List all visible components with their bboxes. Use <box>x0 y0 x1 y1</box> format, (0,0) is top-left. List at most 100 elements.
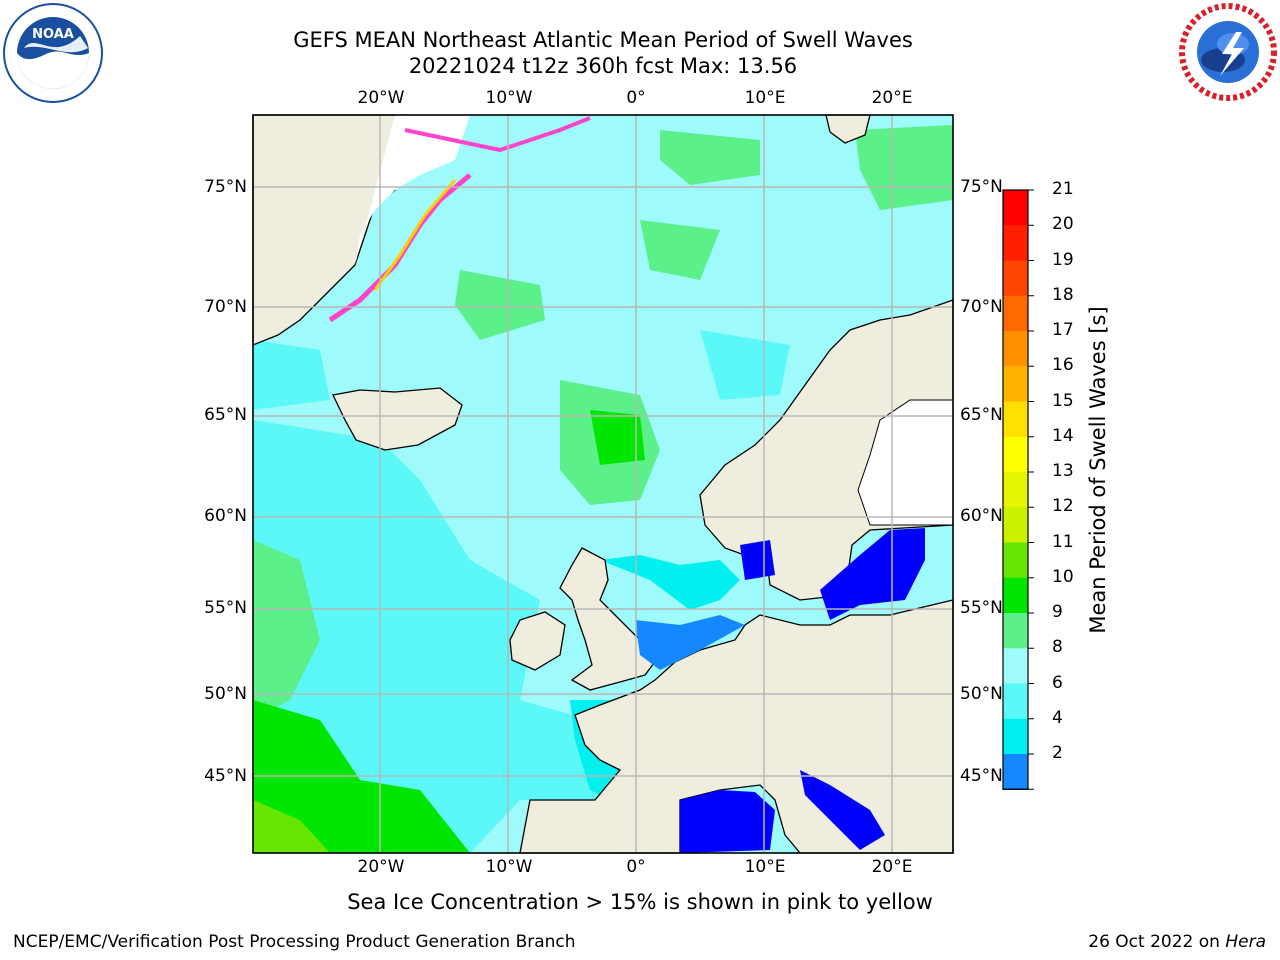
colorbar-bin-9 <box>1003 507 1028 543</box>
lon-tick-bottom-0: 0° <box>626 857 646 877</box>
sea-ice-note: Sea Ice Concentration > 15% is shown in … <box>347 890 933 914</box>
colorbar-bin-10 <box>1003 542 1028 579</box>
sea-patch-0 <box>253 420 620 853</box>
colorbar-bin-2 <box>1003 260 1028 297</box>
lat-tick-right-50n: 50°N <box>960 684 1003 704</box>
footer-date-text: 26 Oct 2022 on <box>1088 932 1226 952</box>
colorbar-bin-12 <box>1003 613 1028 649</box>
lat-tick-right-60n: 60°N <box>960 506 1003 526</box>
footer-machine: Hera <box>1225 932 1266 952</box>
sea-patch-3 <box>253 800 330 853</box>
great-britain-land <box>559 547 661 691</box>
sea-patch-12 <box>253 340 330 410</box>
iceland-land <box>332 387 463 451</box>
lon-tick-bottom-20e: 20°E <box>871 857 913 877</box>
low-period-patches <box>635 528 925 853</box>
lat-tick-left-50n: 50°N <box>204 684 247 704</box>
lat-tick-right-75n: 75°N <box>960 177 1003 197</box>
lat-tick-left-70n: 70°N <box>204 297 247 317</box>
colorbar-bin-1 <box>1003 225 1028 261</box>
ice-area <box>355 115 470 265</box>
lon-tick-bottom-10w: 10°W <box>485 857 533 877</box>
colorbar-bin-8 <box>1003 472 1028 508</box>
ice-edge-yellow <box>373 179 457 291</box>
lat-tick-left-60n: 60°N <box>204 506 247 526</box>
ireland-land <box>509 611 566 671</box>
colorbar-label: Mean Period of Swell Waves [s] <box>1086 306 1110 634</box>
lon-tick-bottom-20w: 20°W <box>357 857 405 877</box>
sea-patch-2 <box>253 700 470 853</box>
lon-tick-top-20e: 20°E <box>871 88 913 108</box>
colorbar-tick-label: 20 <box>1052 214 1074 235</box>
sea-patch-7 <box>660 130 760 185</box>
lon-tick-top-0: 0° <box>626 88 646 108</box>
colorbar-bin-4 <box>1003 331 1028 367</box>
colorbar-tick-label: 10 <box>1052 566 1074 587</box>
lon-tick-top-20w: 20°W <box>357 88 405 108</box>
north-sea-patch <box>635 615 745 670</box>
chart-subtitle: 20221024 t12z 360h fcst Max: 13.56 <box>408 54 798 78</box>
footer-date: 26 Oct 2022 on Hera <box>1088 932 1266 952</box>
noaa-logo: NOAA <box>3 3 103 103</box>
adriatic-patch <box>800 770 885 850</box>
lon-tick-bottom-10e: 10°E <box>744 857 786 877</box>
map-frame <box>252 114 954 854</box>
colorbar-tick-label: 9 <box>1052 602 1063 622</box>
chart-title: GEFS MEAN Northeast Atlantic Mean Period… <box>293 28 913 52</box>
sea-patch-1 <box>253 540 320 720</box>
colorbar-tick-label: 8 <box>1052 637 1063 658</box>
colorbar-tick-label: 17 <box>1052 320 1074 340</box>
colorbar-tick-label: 16 <box>1052 355 1074 376</box>
sea-patch-9 <box>640 220 720 280</box>
colorbar-tick-label: 2 <box>1052 743 1063 763</box>
colorbar-bin-0 <box>1003 190 1028 226</box>
colorbar-bin-11 <box>1003 577 1028 614</box>
lon-tick-top-10w: 10°W <box>485 88 533 108</box>
svg-text:NOAA: NOAA <box>32 27 74 42</box>
skagerrak-patch <box>740 540 775 580</box>
colorbar-tick-label: 11 <box>1052 531 1074 552</box>
sea-patch-6 <box>455 270 545 340</box>
baltic-patch <box>820 528 925 620</box>
colorbar-bin-5 <box>1003 366 1028 402</box>
lat-tick-left-75n: 75°N <box>204 177 247 197</box>
colorbar-bin-6 <box>1003 401 1028 438</box>
sea-patch-5 <box>590 410 645 465</box>
colorbar-tick-label: 13 <box>1052 461 1074 481</box>
sea-patch-10 <box>600 555 740 610</box>
colorbar-tick-label: 18 <box>1052 284 1074 305</box>
lat-tick-left-45n: 45°N <box>204 766 247 786</box>
colorbar-tick-label: 15 <box>1052 390 1074 411</box>
colorbar-tick-label: 19 <box>1052 249 1074 270</box>
sea-shading <box>253 125 953 853</box>
colorbar <box>1002 189 1034 790</box>
colorbar-tick-label: 6 <box>1052 672 1063 693</box>
colorbar-bin-13 <box>1003 648 1028 684</box>
colorbar-tick-label: 4 <box>1052 707 1063 728</box>
graticule <box>253 115 953 853</box>
footer-branch: NCEP/EMC/Verification Post Processing Pr… <box>13 932 576 952</box>
lat-tick-right-65n: 65°N <box>960 405 1003 425</box>
colorbar-tick-label: 21 <box>1052 179 1074 199</box>
continental-europe-land <box>519 599 954 854</box>
colorbar-tick-label: 14 <box>1052 425 1074 446</box>
bothnia-white <box>857 399 954 526</box>
sea-patch-8 <box>855 125 953 210</box>
lat-tick-left-65n: 65°N <box>204 405 247 425</box>
lat-tick-left-55n: 55°N <box>204 598 247 618</box>
sea-patch-13 <box>700 330 790 400</box>
colorbar-bin-3 <box>1003 295 1028 332</box>
mediterranean-patch <box>680 790 775 853</box>
lon-tick-top-10e: 10°E <box>744 88 786 108</box>
colorbar-bin-14 <box>1003 683 1028 720</box>
lat-tick-right-45n: 45°N <box>960 766 1003 786</box>
ice-edge <box>404 116 591 153</box>
colorbar-bin-16 <box>1003 754 1028 790</box>
lat-tick-right-55n: 55°N <box>960 598 1003 618</box>
colorbar-frame <box>1002 189 1029 790</box>
colorbar-tick-label: 12 <box>1052 496 1074 517</box>
lat-tick-right-70n: 70°N <box>960 297 1003 317</box>
colorbar-bin-15 <box>1003 718 1028 755</box>
nws-logo <box>1179 3 1277 101</box>
